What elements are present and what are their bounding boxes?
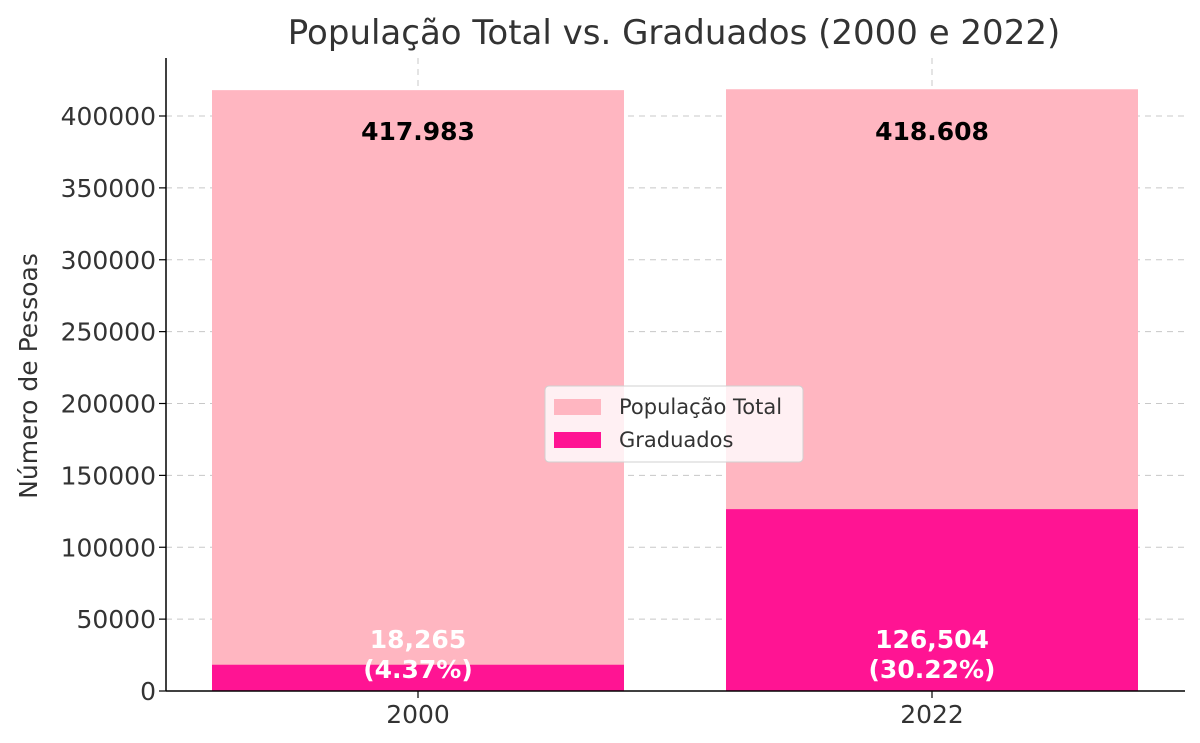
y-tick-label: 100000	[61, 533, 156, 562]
y-axis-label: Número de Pessoas	[14, 253, 43, 499]
bars	[212, 89, 1138, 692]
y-tick-label: 350000	[61, 174, 156, 203]
x-tick-label: 2022	[900, 700, 964, 729]
y-tick-label: 250000	[61, 318, 156, 347]
legend-box	[544, 385, 804, 463]
y-tick-label: 150000	[61, 461, 156, 490]
graduates-value-label: 18,265 (4.37%)	[363, 625, 473, 684]
bar-graduates-2000	[212, 664, 624, 691]
legend-label: Graduados	[619, 428, 733, 452]
total-value-label: 417.983	[361, 117, 475, 146]
chart-title: População Total vs. Graduados (2000 e 20…	[288, 13, 1060, 53]
legend-label: População Total	[619, 395, 782, 419]
axes: 0 50000 100000 150000 200000 250000 300000 3500…	[61, 58, 1185, 729]
y-tick-label: 50000	[76, 605, 156, 634]
data-labels: 417.983 18,265 (4.37%) 418.608 126,504 (30.22…	[361, 117, 995, 684]
graduates-value-label: 126,504 (30.22%)	[869, 625, 996, 684]
legend-swatch	[554, 399, 601, 415]
x-tick-label: 2000	[386, 700, 450, 729]
legend-swatch	[554, 432, 601, 448]
y-tick-label: 200000	[61, 390, 156, 419]
y-tick-label: 300000	[61, 246, 156, 275]
y-tick-label: 400000	[61, 102, 156, 131]
total-value-label: 418.608	[875, 117, 989, 146]
y-tick-label: 0	[140, 677, 156, 706]
legend: População Total Graduados	[544, 385, 804, 463]
bar-graduates-2022	[726, 509, 1138, 691]
